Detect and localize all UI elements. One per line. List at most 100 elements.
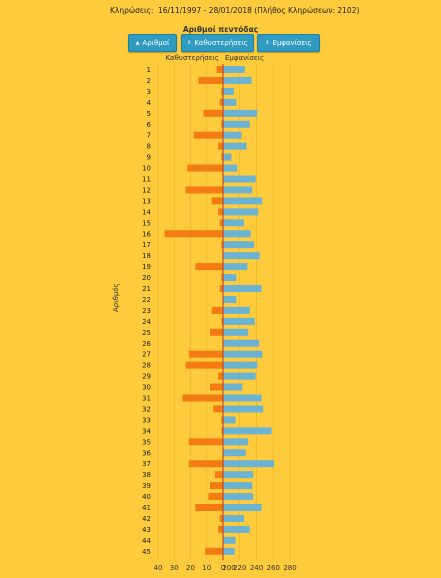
appearance-bar-26 bbox=[223, 339, 260, 347]
delay-bar-9 bbox=[221, 153, 223, 161]
category-label-4: 4 bbox=[147, 99, 152, 107]
appearance-bar-29 bbox=[223, 372, 256, 380]
delay-bar-27 bbox=[188, 350, 223, 358]
delay-bar-24 bbox=[221, 317, 223, 325]
delay-bar-17 bbox=[221, 241, 223, 249]
x-tick-delays-10: 10 bbox=[202, 564, 211, 572]
category-label-37: 37 bbox=[142, 460, 151, 468]
category-label-7: 7 bbox=[147, 132, 151, 140]
appearance-bar-45 bbox=[223, 547, 235, 555]
appearance-bar-15 bbox=[223, 219, 244, 227]
category-label-29: 29 bbox=[142, 373, 151, 381]
sort-by-appearances-label: Εμφανίσεις bbox=[272, 39, 312, 47]
chart-title: Αριθμοί πεντόδας bbox=[182, 25, 259, 34]
appearance-bar-10 bbox=[223, 164, 238, 172]
category-label-10: 10 bbox=[142, 165, 151, 173]
category-label-35: 35 bbox=[142, 438, 151, 446]
category-label-19: 19 bbox=[142, 263, 151, 271]
appearance-bar-1 bbox=[223, 66, 245, 73]
category-label-45: 45 bbox=[142, 548, 151, 556]
category-label-28: 28 bbox=[142, 362, 151, 370]
category-label-38: 38 bbox=[142, 471, 151, 479]
category-label-32: 32 bbox=[142, 405, 151, 413]
appearance-bar-44 bbox=[223, 536, 236, 544]
category-label-17: 17 bbox=[142, 241, 151, 249]
delay-bar-21 bbox=[219, 285, 223, 292]
delay-bar-37 bbox=[188, 460, 223, 468]
category-label-40: 40 bbox=[142, 493, 151, 501]
appearance-bar-24 bbox=[223, 317, 255, 325]
x-tick-appearances-240: 240 bbox=[250, 564, 263, 572]
category-label-43: 43 bbox=[142, 526, 151, 534]
delay-bar-7 bbox=[193, 131, 223, 139]
appearance-bar-30 bbox=[223, 383, 243, 391]
x-tick-appearances-220: 220 bbox=[233, 564, 246, 572]
appearance-bar-23 bbox=[223, 306, 250, 314]
sort-by-numbers-button[interactable]: ▲ Αριθμοί bbox=[128, 34, 177, 52]
appearance-bar-8 bbox=[223, 142, 247, 150]
category-label-36: 36 bbox=[142, 449, 151, 457]
delay-bar-32 bbox=[213, 405, 223, 413]
appearance-bar-11 bbox=[223, 175, 256, 183]
sort-by-numbers-label: Αριθμοί bbox=[142, 39, 170, 47]
appearance-bar-6 bbox=[223, 120, 250, 128]
category-label-15: 15 bbox=[142, 219, 151, 227]
appearance-bar-36 bbox=[223, 449, 246, 457]
category-label-34: 34 bbox=[142, 427, 151, 435]
appearance-bar-35 bbox=[223, 438, 249, 446]
category-label-21: 21 bbox=[142, 285, 151, 293]
category-label-20: 20 bbox=[142, 274, 151, 282]
category-label-6: 6 bbox=[147, 121, 152, 129]
delay-bar-4 bbox=[219, 98, 223, 106]
legend-delays: Καθυστερήσεις bbox=[165, 54, 219, 62]
category-label-41: 41 bbox=[142, 504, 151, 512]
category-label-23: 23 bbox=[142, 307, 151, 315]
category-label-33: 33 bbox=[142, 416, 151, 424]
delay-bar-23 bbox=[211, 306, 223, 314]
category-label-16: 16 bbox=[142, 230, 151, 238]
category-label-44: 44 bbox=[142, 537, 151, 545]
category-label-24: 24 bbox=[142, 318, 151, 326]
appearance-bar-32 bbox=[223, 405, 264, 413]
delay-bar-20 bbox=[221, 274, 223, 282]
sort-by-delays-button[interactable]: ⇕ Καθυστερήσεις bbox=[181, 34, 254, 52]
delay-bar-2 bbox=[198, 76, 223, 84]
appearance-bar-16 bbox=[223, 230, 251, 238]
delay-bar-45 bbox=[205, 547, 223, 555]
appearance-bar-13 bbox=[223, 197, 263, 205]
x-tick-appearances-200: 200 bbox=[222, 564, 235, 572]
category-label-22: 22 bbox=[142, 296, 151, 304]
delay-bar-3 bbox=[221, 87, 223, 95]
delay-bar-16 bbox=[164, 230, 223, 238]
delay-bar-42 bbox=[219, 514, 223, 522]
category-label-3: 3 bbox=[147, 88, 151, 96]
category-label-14: 14 bbox=[142, 208, 151, 216]
draws-label: Κληρώσεις: bbox=[110, 6, 154, 15]
category-label-27: 27 bbox=[142, 351, 151, 359]
appearance-bar-18 bbox=[223, 252, 260, 260]
draws-range: 16/11/1997 - 28/01/2018 (Πλήθος Κληρώσεω… bbox=[158, 6, 360, 15]
appearance-bar-2 bbox=[223, 76, 252, 84]
appearance-bar-12 bbox=[223, 186, 253, 194]
delay-bar-8 bbox=[218, 142, 223, 150]
sort-asc-icon: ▲ bbox=[135, 40, 140, 46]
delay-bar-40 bbox=[208, 493, 223, 501]
appearance-bar-31 bbox=[223, 394, 262, 402]
appearance-bar-17 bbox=[223, 241, 254, 249]
sort-by-appearances-button[interactable]: ⇕ Εμφανίσεις bbox=[257, 34, 320, 52]
x-tick-delays-40: 40 bbox=[154, 564, 163, 572]
delay-bar-38 bbox=[214, 471, 223, 479]
appearance-bar-20 bbox=[223, 274, 237, 282]
appearance-bar-4 bbox=[223, 98, 237, 106]
x-tick-appearances-260: 260 bbox=[267, 564, 280, 572]
delay-bar-5 bbox=[203, 109, 223, 117]
category-label-13: 13 bbox=[142, 197, 151, 205]
delay-bar-25 bbox=[210, 328, 223, 336]
x-tick-delays-0: 0 bbox=[221, 564, 225, 572]
category-label-31: 31 bbox=[142, 395, 151, 403]
category-label-8: 8 bbox=[147, 143, 151, 151]
delay-bar-15 bbox=[219, 219, 223, 227]
category-label-11: 11 bbox=[142, 176, 151, 184]
appearance-bar-25 bbox=[223, 328, 249, 336]
